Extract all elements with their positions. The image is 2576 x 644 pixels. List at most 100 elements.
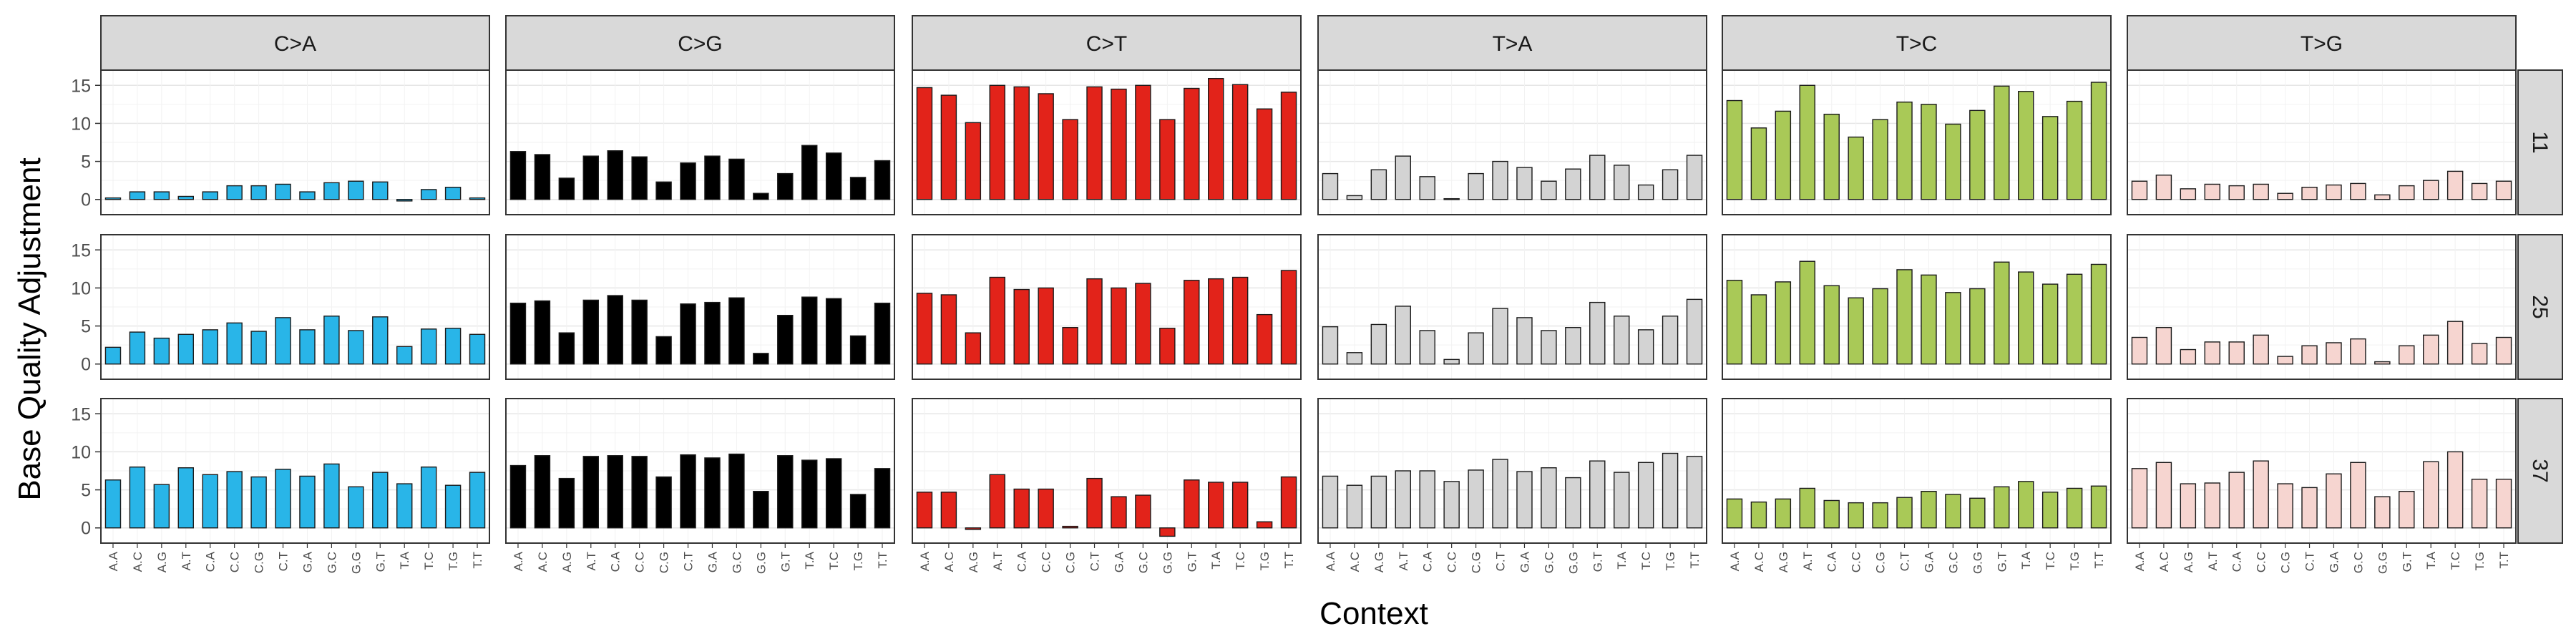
x-tick-label: A.T [1801, 552, 1815, 570]
bar-T.A-t-to-a-37 [1613, 472, 1630, 529]
panel-c-to-a-37 [100, 398, 490, 544]
bar-A.A-c-to-a-37 [104, 479, 122, 529]
bar-T.G-t-to-c-37 [2066, 487, 2083, 529]
bar-A.A-t-to-a-37 [1322, 475, 1339, 529]
y-tick-label: 5 [81, 152, 91, 172]
bar-T.A-c-to-g-37 [801, 459, 818, 529]
x-tick-label: A.T [585, 552, 598, 570]
y-tick-label: 10 [71, 278, 91, 298]
panel-c-to-g-37 [505, 398, 895, 544]
panel-c-to-a-11 [100, 69, 490, 215]
bar-A.C-t-to-c-25 [1750, 294, 1767, 365]
bar-C.A-c-to-t-25 [1013, 288, 1030, 365]
x-tick-label: C.A [204, 551, 218, 572]
bar-A.A-t-to-g-25 [2131, 336, 2148, 365]
bar-T.C-t-to-c-11 [2041, 116, 2059, 200]
bar-A.T-c-to-t-25 [989, 276, 1006, 365]
bar-T.A-c-to-a-25 [396, 346, 413, 365]
bar-C.G-t-to-g-25 [2277, 356, 2293, 365]
bar-T.T-t-to-a-25 [1686, 298, 1703, 365]
bar-A.T-c-to-g-37 [582, 456, 600, 529]
bar-C.T-c-to-t-11 [1086, 86, 1103, 200]
bar-A.T-c-to-a-25 [177, 333, 195, 365]
bar-T.C-c-to-t-37 [1231, 482, 1249, 529]
bar-G.T-c-to-t-11 [1184, 87, 1200, 200]
bar-G.A-t-to-c-11 [1921, 104, 1937, 200]
bar-T.C-t-to-c-37 [2041, 492, 2059, 529]
bar-T.G-t-to-g-11 [2471, 182, 2488, 200]
bar-A.C-c-to-t-37 [940, 492, 957, 529]
y-tick-label: 15 [71, 76, 91, 96]
bar-T.G-t-to-c-11 [2066, 100, 2083, 200]
facet-strip-t-to-g [2127, 15, 2517, 71]
x-tick-label: C.G [2279, 552, 2293, 573]
x-tick-label: T.T [1282, 552, 1296, 569]
panel-border [912, 398, 1302, 544]
panel-border [2127, 234, 2517, 380]
bar-A.G-c-to-g-25 [558, 332, 575, 365]
bar-C.T-t-to-a-25 [1492, 308, 1508, 365]
bar-C.T-t-to-c-25 [1896, 269, 1913, 365]
bar-A.A-c-to-a-11 [104, 197, 122, 200]
bar-G.A-c-to-a-37 [299, 475, 316, 529]
panel-t-to-a-11 [1317, 69, 1707, 215]
bar-C.A-t-to-g-11 [2228, 185, 2245, 200]
x-tick-label: T.A [1209, 551, 1223, 569]
x-tick-label: C.C [2255, 552, 2268, 572]
bar-T.T-t-to-g-11 [2495, 180, 2512, 200]
bar-C.T-t-to-g-37 [2301, 487, 2318, 529]
panel-border [100, 234, 490, 380]
bar-C.G-c-to-g-25 [655, 336, 672, 365]
bar-C.G-t-to-a-25 [1468, 332, 1484, 365]
bar-T.G-c-to-a-37 [444, 484, 462, 529]
bar-A.T-c-to-a-11 [177, 195, 195, 200]
bar-A.A-t-to-c-37 [1726, 498, 1743, 529]
bar-C.G-c-to-t-11 [1062, 119, 1078, 200]
bar-C.T-c-to-a-37 [275, 469, 291, 529]
bar-T.A-c-to-g-11 [801, 145, 818, 200]
bar-A.C-c-to-t-11 [940, 94, 957, 200]
bar-T.G-t-to-g-37 [2471, 478, 2488, 529]
bar-T.G-c-to-t-11 [1256, 108, 1273, 200]
bar-G.C-t-to-c-25 [1945, 292, 1961, 365]
bar-A.A-t-to-c-11 [1726, 99, 1743, 200]
bar-G.G-t-to-a-25 [1565, 327, 1581, 365]
bar-A.G-t-to-c-37 [1775, 498, 1792, 529]
bar-A.A-c-to-t-37 [916, 492, 933, 529]
bar-A.G-c-to-t-37 [965, 527, 982, 530]
x-tick-label: C.C [1040, 552, 1053, 572]
x-tick-label: T.A [2019, 551, 2033, 569]
bar-G.C-c-to-a-37 [323, 463, 340, 529]
bar-A.A-t-to-a-11 [1322, 172, 1339, 200]
bar-T.G-t-to-c-25 [2066, 273, 2083, 365]
bar-A.G-c-to-g-11 [558, 177, 575, 200]
bar-A.C-t-to-g-37 [2155, 462, 2172, 529]
x-tick-label: G.A [1518, 551, 1531, 572]
bar-C.G-c-to-g-37 [655, 476, 672, 529]
bar-A.T-c-to-a-37 [177, 467, 195, 529]
x-tick-label: A.G [1777, 552, 1790, 572]
bar-A.C-c-to-t-25 [940, 294, 957, 365]
bar-C.T-c-to-t-37 [1086, 477, 1103, 529]
bar-A.T-t-to-g-25 [2204, 341, 2221, 365]
bar-G.A-t-to-c-25 [1921, 274, 1937, 365]
bar-T.T-t-to-c-25 [2090, 263, 2107, 365]
bar-G.A-c-to-g-11 [704, 155, 721, 200]
bar-G.G-t-to-g-37 [2374, 496, 2391, 529]
bar-G.T-t-to-c-37 [1994, 486, 2010, 529]
bar-G.T-t-to-g-25 [2399, 345, 2415, 365]
bar-G.C-c-to-a-11 [323, 182, 340, 200]
bar-C.T-t-to-g-11 [2301, 187, 2318, 200]
bar-G.C-c-to-t-25 [1135, 283, 1151, 365]
bar-A.A-t-to-g-11 [2131, 180, 2148, 200]
bar-T.G-c-to-t-25 [1256, 313, 1273, 365]
bar-G.G-c-to-g-25 [753, 353, 769, 365]
bar-C.A-c-to-g-11 [607, 150, 623, 200]
x-tick-label: T.G [2068, 552, 2082, 570]
bar-T.C-c-to-g-11 [825, 152, 842, 200]
bar-A.T-c-to-g-11 [582, 155, 600, 200]
bar-A.C-c-to-g-37 [534, 455, 551, 529]
bar-T.G-c-to-g-37 [849, 494, 867, 529]
panel-c-to-t-25 [912, 234, 1302, 380]
bar-G.T-c-to-a-25 [372, 316, 389, 365]
